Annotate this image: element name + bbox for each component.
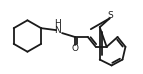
Text: O: O <box>72 44 79 53</box>
Text: H: H <box>54 19 60 28</box>
Text: N: N <box>54 26 60 35</box>
Text: S: S <box>108 11 114 20</box>
